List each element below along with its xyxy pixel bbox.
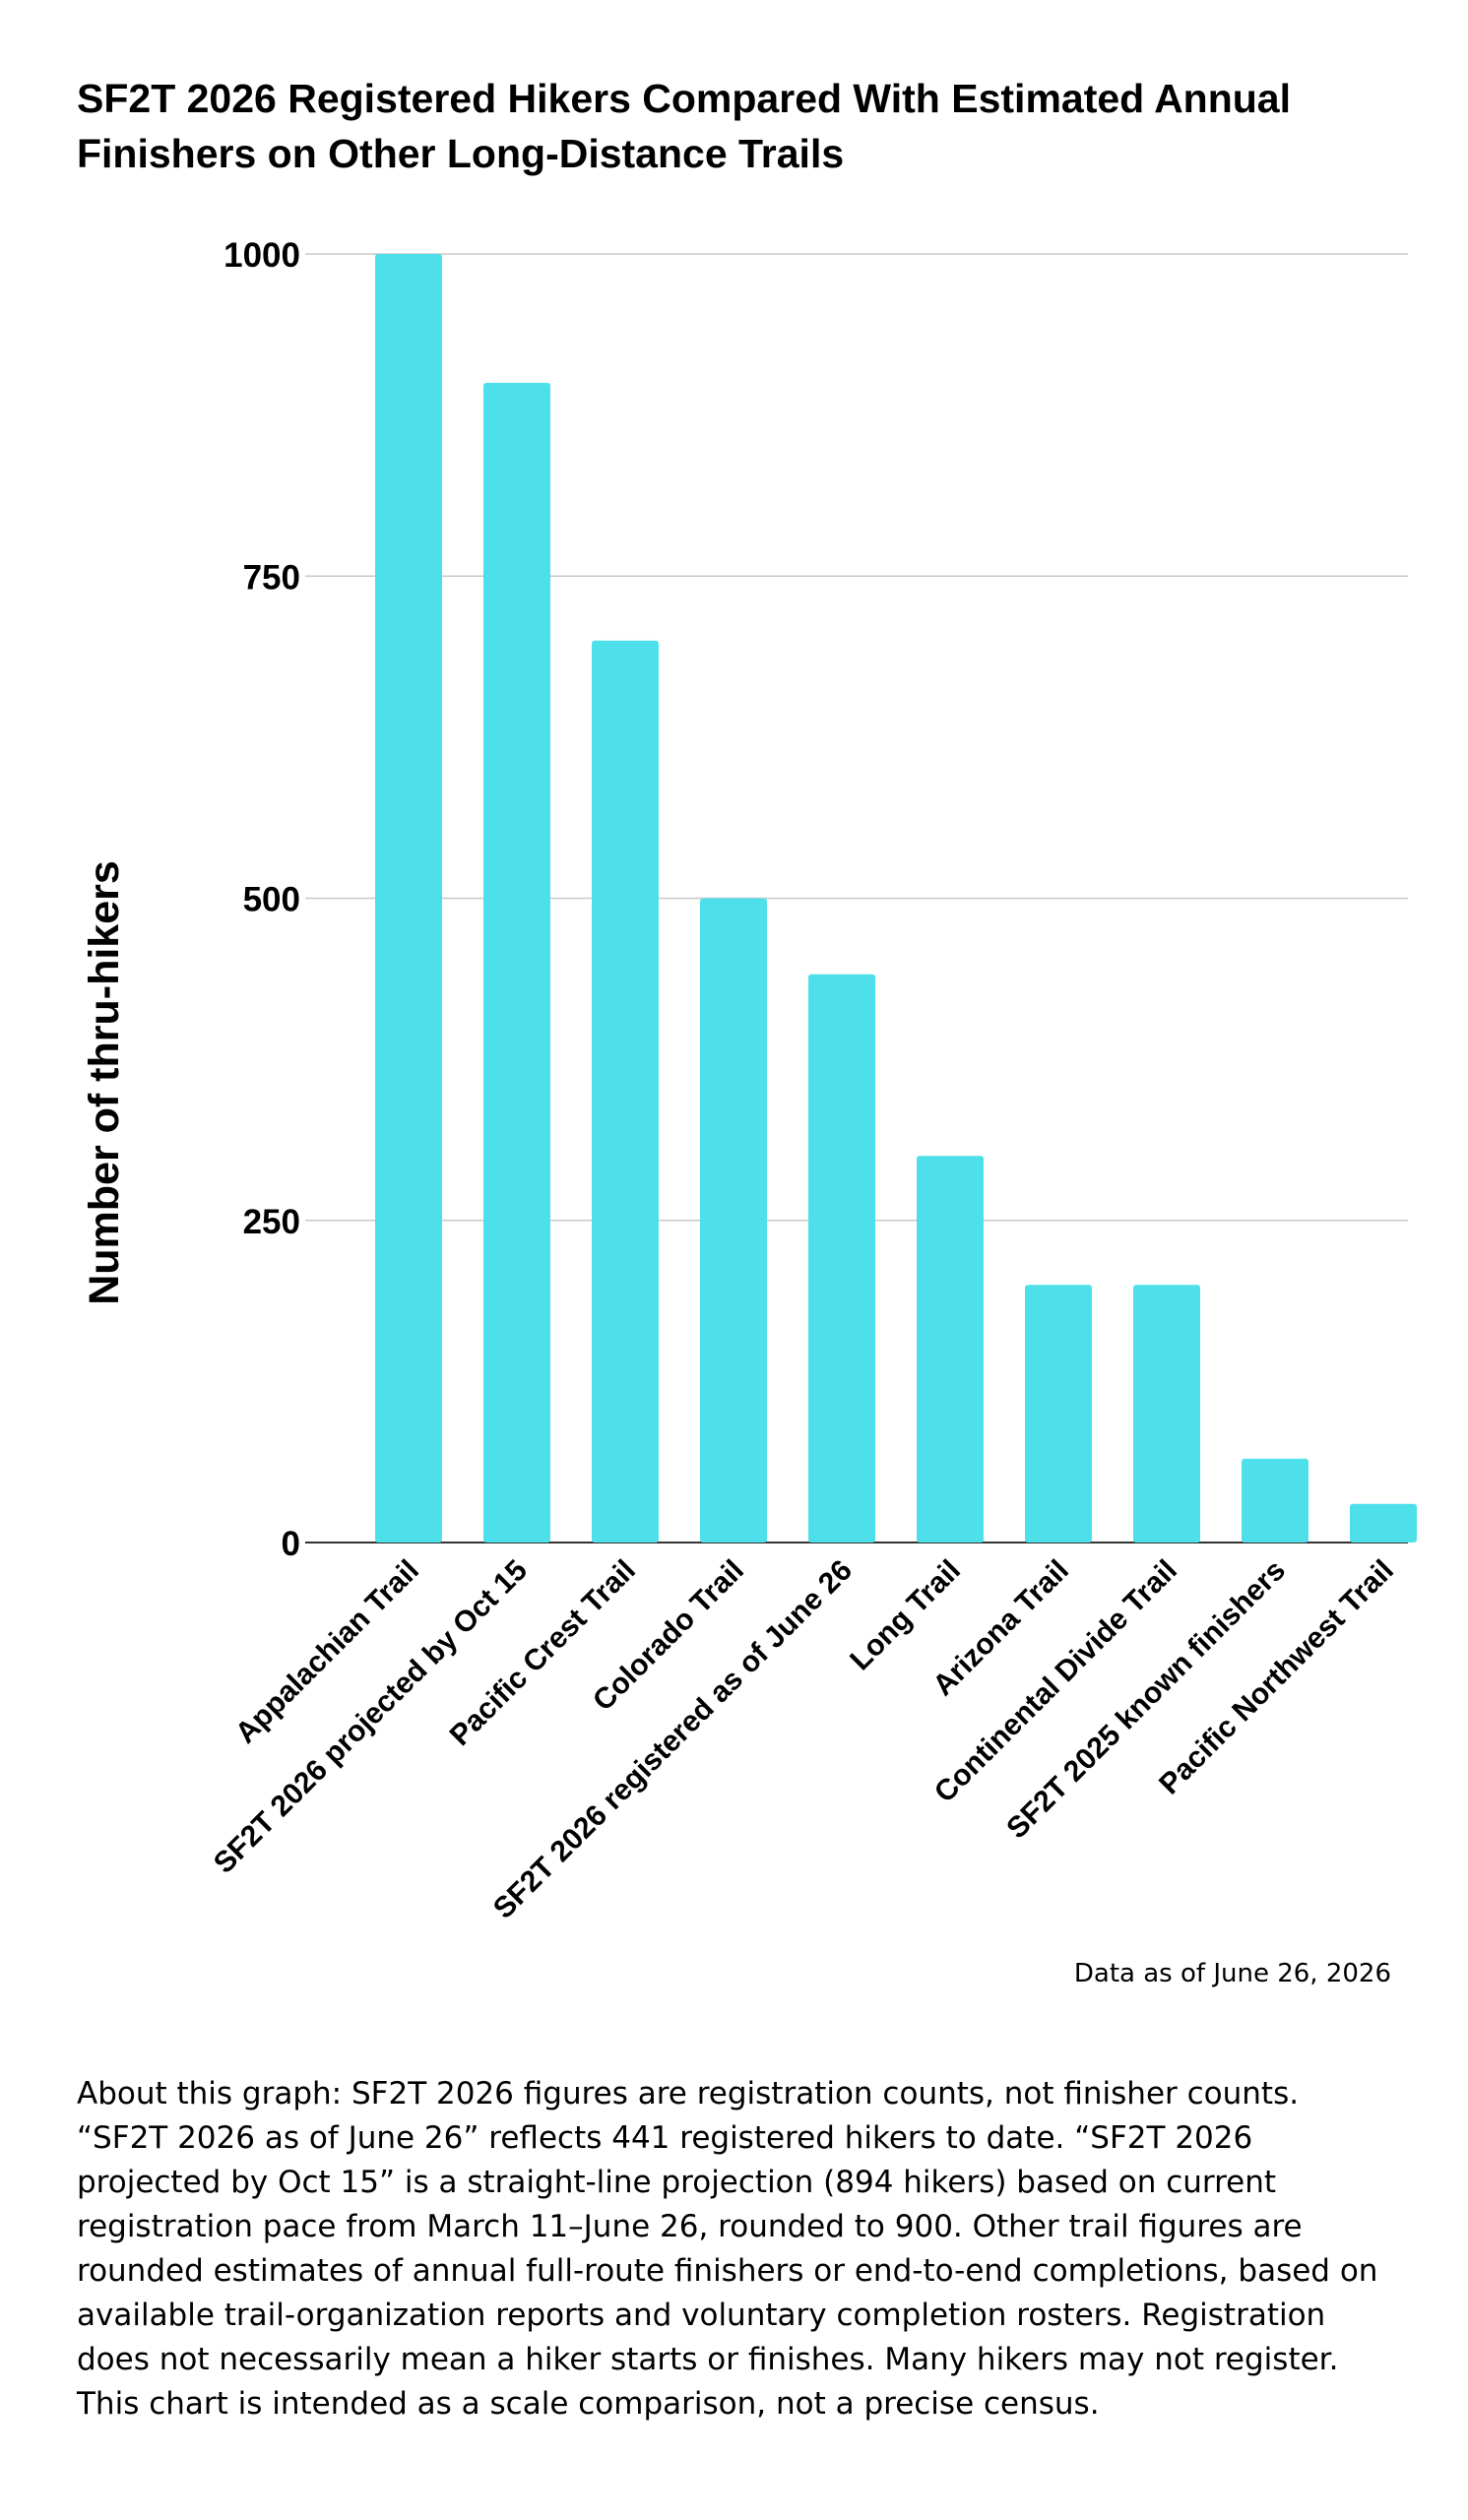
y-tick-label: 750 <box>243 558 300 597</box>
bar <box>808 974 875 1543</box>
x-tick-label: Pacific Crest Trail <box>444 1554 642 1752</box>
y-tick-labels: 0 250 500 750 1000 <box>223 236 300 1563</box>
bar <box>700 898 767 1543</box>
bar <box>917 1156 984 1543</box>
bar <box>375 254 442 1543</box>
bar <box>1242 1458 1308 1543</box>
bar <box>1133 1285 1200 1543</box>
y-tick-label: 1000 <box>223 236 300 275</box>
y-tick-label: 0 <box>282 1525 300 1563</box>
bar <box>1350 1503 1417 1543</box>
data-date-note: Data as of June 26, 2026 <box>1073 1959 1391 1988</box>
y-axis-label: Number of thru-hikers <box>81 860 128 1305</box>
about-graph-text: About this graph: SF2T 2026 figures are … <box>77 2076 1378 2422</box>
bar <box>592 640 659 1543</box>
y-tick-label: 500 <box>243 881 300 919</box>
bars <box>375 254 1417 1543</box>
chart-title: SF2T 2026 Registered Hikers Compared Wit… <box>77 76 1292 176</box>
bar <box>483 382 550 1543</box>
bar <box>1025 1285 1092 1543</box>
x-tick-label: Appalachian Trail <box>229 1554 425 1750</box>
y-tick-label: 250 <box>243 1203 300 1241</box>
